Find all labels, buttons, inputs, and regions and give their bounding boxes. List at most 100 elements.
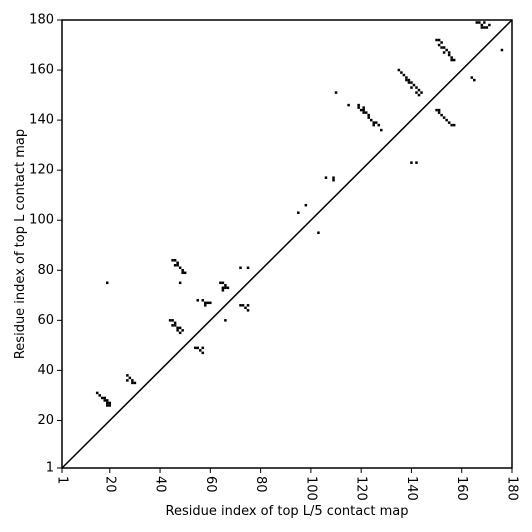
contact-cell [193, 346, 197, 350]
contact-cell [324, 176, 328, 179]
contact-cell [400, 71, 403, 74]
contact-cell [485, 26, 489, 29]
x-axis-label: Residue index of top L/5 contact map [166, 504, 409, 519]
contact-cell [239, 266, 242, 270]
contact-cell [105, 399, 109, 402]
contact-cell [357, 106, 360, 109]
contact-cell [108, 401, 112, 405]
contact-cell [176, 326, 179, 330]
x-tick-label: 40 [153, 476, 168, 493]
contact-cell [380, 128, 383, 132]
y-tick-label: 160 [29, 63, 54, 78]
y-tick-label: 20 [37, 413, 54, 428]
contact-cell [410, 161, 413, 164]
contact-cell [415, 86, 418, 89]
contact-cell [435, 38, 438, 42]
contact-cell [173, 324, 177, 327]
contact-cell [483, 26, 486, 29]
contact-cell [178, 266, 182, 270]
contact-cell [364, 111, 368, 114]
contact-cell [176, 261, 179, 265]
contact-cell [420, 91, 423, 94]
contact-cell [412, 83, 416, 87]
contact-cell [128, 376, 132, 380]
contact-cell [442, 51, 446, 54]
contact-cell [447, 53, 451, 57]
contact-cell [374, 121, 378, 124]
contact-cell [480, 23, 484, 27]
contact-cell [171, 324, 174, 327]
contact-cell [133, 381, 137, 385]
contact-cell [447, 121, 451, 124]
contact-cell [297, 211, 300, 214]
contact-cell [209, 301, 212, 305]
contact-cell [450, 123, 453, 127]
contact-cell [377, 123, 381, 127]
contact-cell [204, 301, 207, 305]
contact-cell [405, 76, 408, 79]
x-tick-label: 60 [203, 476, 218, 493]
x-tick-label: 100 [303, 476, 318, 501]
contact-cell [445, 118, 448, 122]
contact-cell [407, 78, 411, 82]
contact-cell [246, 309, 250, 312]
contact-cell [445, 48, 448, 52]
contact-cell [221, 281, 225, 285]
contact-cell [359, 108, 363, 112]
contact-cell [442, 116, 446, 119]
contact-cell [450, 56, 453, 59]
contact-cell [500, 48, 504, 52]
contact-cell [452, 58, 456, 62]
contact-cell [332, 178, 335, 182]
x-tick-label: 180 [505, 476, 520, 501]
contact-cell [437, 43, 441, 47]
contact-cell [397, 68, 401, 72]
contact-cell [95, 391, 99, 395]
contact-cell [239, 304, 242, 307]
contact-cell [415, 161, 418, 164]
contact-cell [221, 289, 225, 292]
contact-cell [437, 108, 441, 112]
contact-cell [98, 394, 101, 397]
contact-cell [367, 113, 370, 117]
y-tick-label: 100 [29, 213, 54, 228]
contact-cell [221, 286, 225, 290]
contact-cell [103, 396, 106, 400]
x-tick-label: 80 [253, 476, 268, 493]
contact-cell [204, 304, 207, 307]
contact-cell [410, 81, 413, 84]
contact-cell [317, 231, 320, 234]
contact-cell [440, 41, 443, 44]
contact-cell [367, 116, 370, 119]
contact-cell [201, 346, 205, 350]
contact-cell [201, 299, 205, 302]
contact-cell [435, 108, 438, 112]
contact-cell [488, 23, 491, 27]
contact-cell [478, 21, 481, 24]
contact-cell [480, 26, 484, 29]
y-tick-label: 60 [37, 313, 54, 328]
y-tick-label: 40 [37, 363, 54, 378]
contact-cell [224, 284, 227, 287]
contact-cell [410, 86, 413, 89]
x-tick-label: 160 [454, 476, 469, 501]
contact-cell [244, 306, 247, 310]
contact-cell [417, 93, 421, 97]
contact-cell [196, 346, 200, 350]
contact-cell [224, 319, 227, 322]
contact-cell [105, 401, 109, 405]
contact-cell [246, 304, 250, 307]
contact-cell [105, 404, 109, 407]
contact-cell [178, 331, 182, 335]
y-tick-label: 140 [29, 113, 54, 128]
contact-cell [347, 103, 350, 107]
contact-cell [199, 349, 202, 352]
contact-cell [206, 301, 210, 305]
contact-cell [171, 319, 174, 322]
contact-cell [440, 46, 443, 49]
contact-cell [176, 264, 179, 267]
contact-cell [171, 259, 174, 262]
contact-cell [332, 176, 335, 179]
contact-cell [126, 374, 129, 377]
contact-cell [372, 123, 375, 127]
